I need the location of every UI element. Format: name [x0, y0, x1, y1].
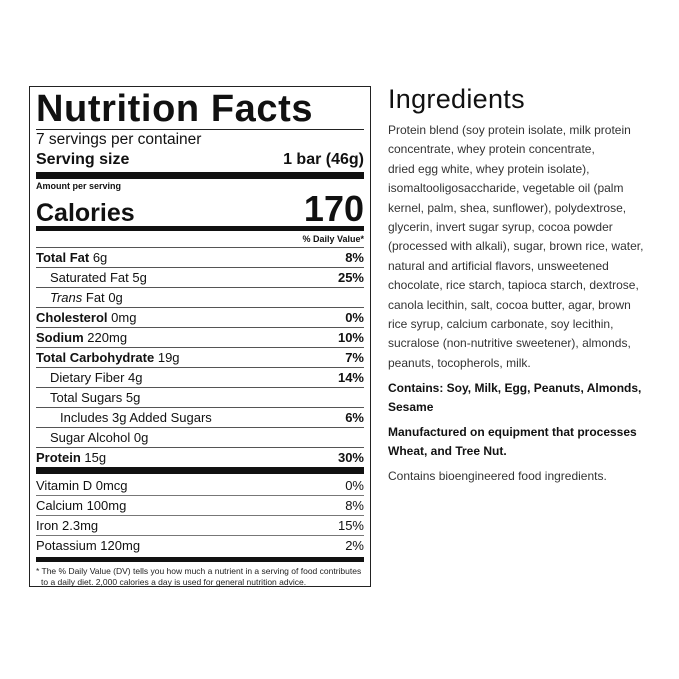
nutrition-facts-title: Nutrition Facts	[36, 88, 314, 130]
servings-per-container: 7 servings per container	[36, 131, 202, 148]
vitamin-row-vitamin-d: Vitamin D 0mcg 0%	[36, 476, 364, 496]
ingredients-list: Protein blend (soy protein isolate, milk…	[388, 123, 644, 370]
nutrient-row-total-carbohydrate: Total Carbohydrate 19g 7%	[36, 348, 364, 368]
calories-label: Calories	[36, 199, 135, 227]
divider-medium	[36, 226, 364, 231]
nutrient-row-total-sugars: Total Sugars 5g	[36, 388, 364, 408]
vitamin-row-potassium: Potassium 120mg 2%	[36, 538, 364, 553]
serving-size-label: Serving size	[36, 151, 130, 168]
nutrient-row-trans-fat: Trans Fat 0g	[36, 288, 364, 308]
nutrient-row-sugar-alcohol: Sugar Alcohol 0g	[36, 428, 364, 448]
bioengineered-note: Contains bioengineered food ingredients.	[388, 469, 607, 484]
ingredients-section: Ingredients Protein blend (soy protein i…	[388, 82, 658, 486]
daily-value-footnote: * The % Daily Value (DV) tells you how m…	[36, 566, 362, 587]
allergen-manufactured: Manufactured on equipment that processes…	[388, 425, 637, 459]
divider-thick	[36, 467, 364, 474]
serving-size-row: Serving size 1 bar (46g)	[36, 149, 364, 170]
nutrient-row-protein: Protein 15g 30%	[36, 450, 364, 465]
nutrient-row-dietary-fiber: Dietary Fiber 4g 14%	[36, 368, 364, 388]
divider-thick	[36, 172, 364, 179]
nutrition-facts-label: Nutrition Facts 7 servings per container…	[29, 86, 371, 587]
serving-size-value: 1 bar (46g)	[283, 151, 364, 168]
ingredients-title: Ingredients	[388, 84, 525, 114]
divider-medium	[36, 557, 364, 562]
nutrient-row-saturated-fat: Saturated Fat 5g 25%	[36, 268, 364, 288]
allergen-contains: Contains: Soy, Milk, Egg, Peanuts, Almon…	[388, 381, 642, 415]
vitamin-row-calcium: Calcium 100mg 8%	[36, 496, 364, 516]
calories-value: 170	[303, 188, 364, 229]
nutrient-row-cholesterol: Cholesterol 0mg 0%	[36, 308, 364, 328]
nutrient-row-added-sugars: Includes 3g Added Sugars 6%	[36, 408, 364, 428]
vitamin-row-iron: Iron 2.3mg 15%	[36, 516, 364, 536]
calories-row: Calories 170	[36, 188, 364, 229]
nutrient-row-total-fat: Total Fat 6g 8%	[36, 248, 364, 268]
amount-per-serving: Amount per serving	[36, 181, 122, 191]
daily-value-header: % Daily Value*	[36, 231, 364, 248]
nutrient-row-sodium: Sodium 220mg 10%	[36, 328, 364, 348]
